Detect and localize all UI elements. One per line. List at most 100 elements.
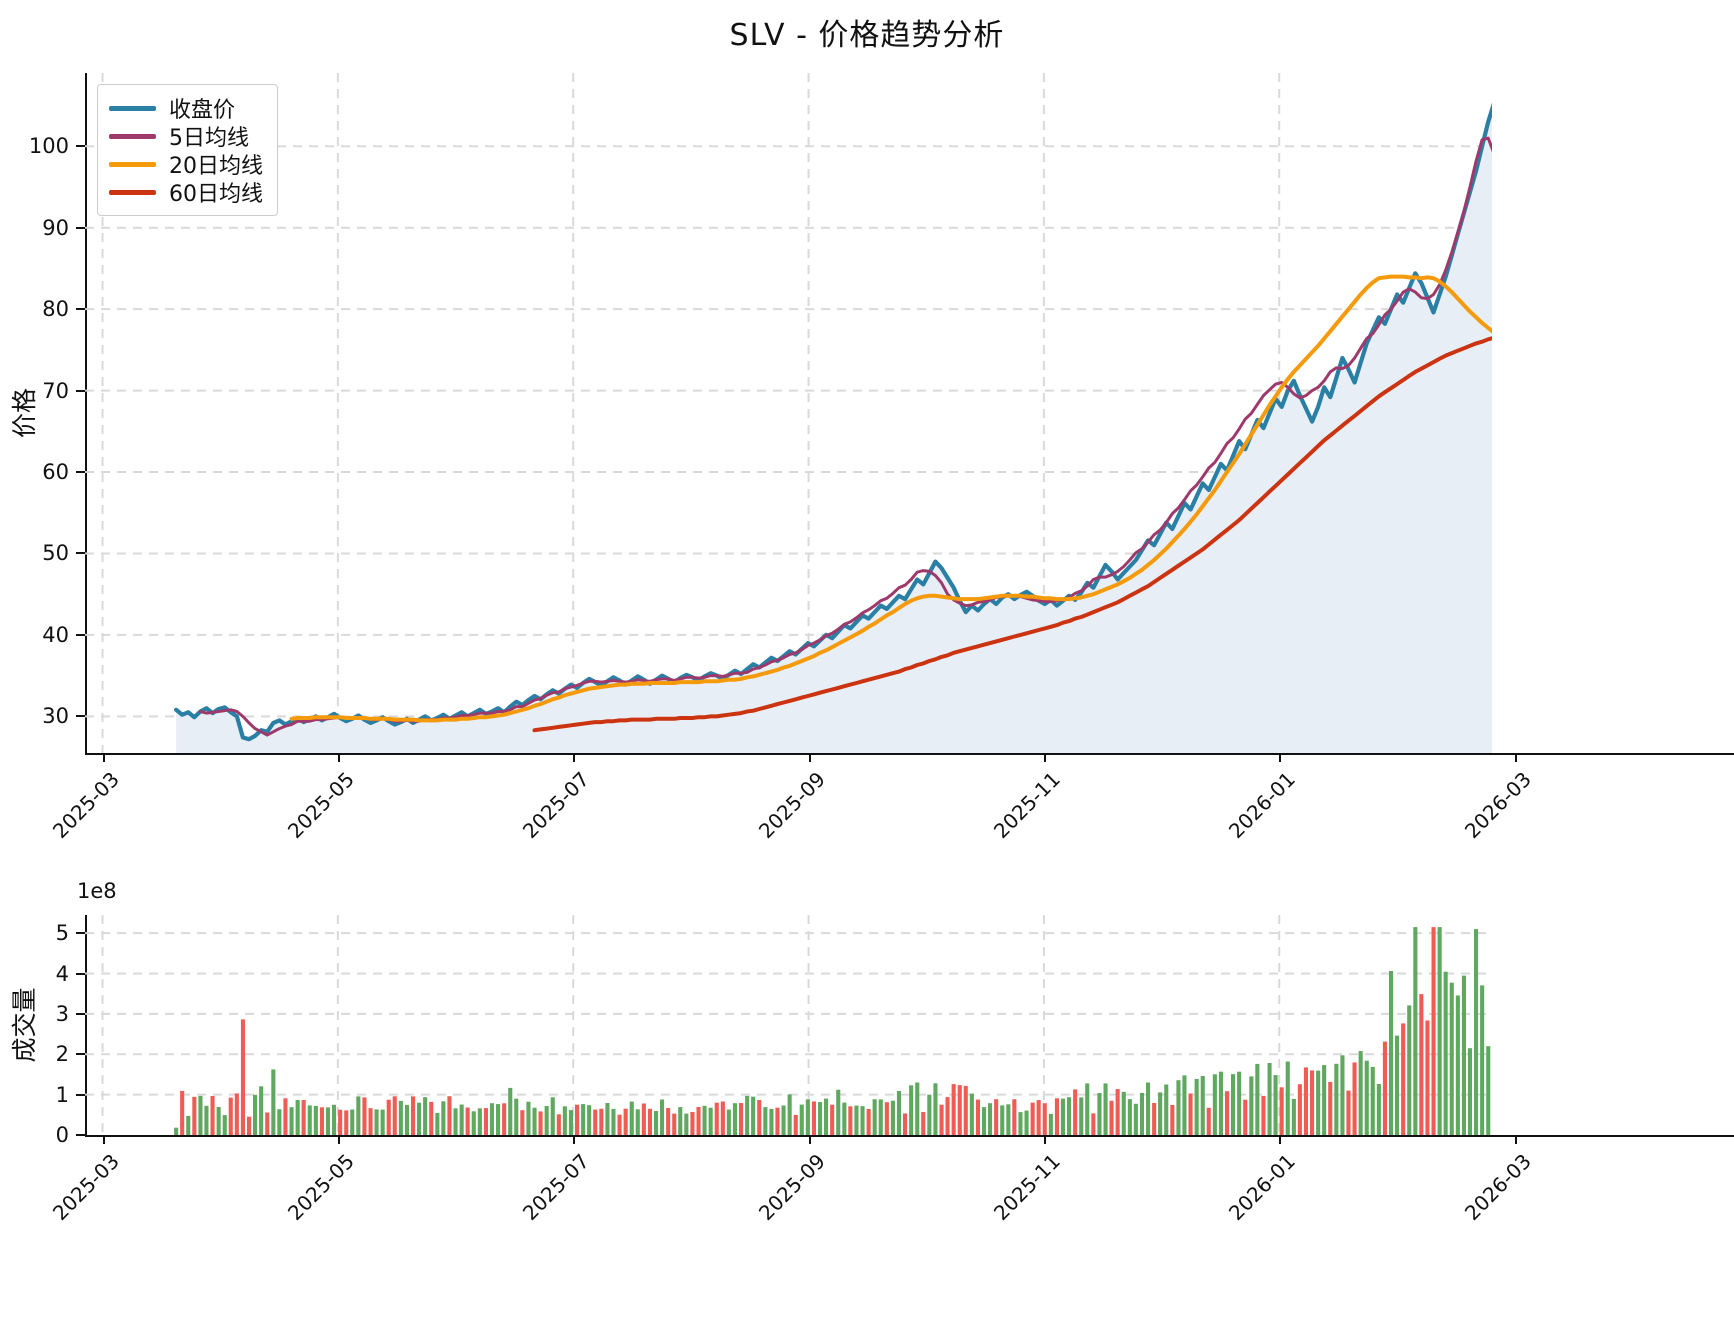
volume-bar xyxy=(550,1097,555,1135)
volume-bar xyxy=(824,1098,829,1135)
legend-item[interactable]: 60日均线 xyxy=(109,178,263,207)
volume-bar xyxy=(647,1108,652,1135)
volume-bar xyxy=(1060,1098,1065,1135)
volume-bar xyxy=(1042,1103,1047,1135)
volume-bar xyxy=(878,1099,883,1135)
volume-bar xyxy=(1431,927,1436,1135)
legend-color-swatch xyxy=(109,161,156,167)
volume-bar xyxy=(975,1099,980,1135)
x-tick-mark xyxy=(337,753,340,762)
volume-bar xyxy=(988,1103,993,1135)
volume-y-tick-mark xyxy=(76,1012,85,1015)
legend-color-swatch xyxy=(109,189,156,195)
volume-bar xyxy=(489,1103,494,1135)
x-tick-label: 2025-09 xyxy=(753,767,830,844)
price-y-tick-label: 90 xyxy=(42,215,69,240)
volume-bar xyxy=(1067,1097,1072,1135)
volume-bar xyxy=(933,1083,938,1135)
volume-bar xyxy=(1109,1100,1114,1135)
volume-bar xyxy=(848,1106,853,1135)
x-tick-mark xyxy=(1043,753,1046,762)
x-tick-mark xyxy=(337,1135,340,1144)
volume-bar xyxy=(459,1104,464,1135)
volume-bar xyxy=(884,1102,889,1135)
volume-bar xyxy=(611,1108,616,1135)
volume-bar xyxy=(1249,1076,1254,1135)
price-y-tick-label: 70 xyxy=(42,378,69,403)
volume-bar xyxy=(253,1094,258,1135)
volume-bar xyxy=(1322,1065,1327,1135)
volume-bar xyxy=(939,1104,944,1135)
x-tick-mark xyxy=(1279,1135,1282,1144)
volume-bar xyxy=(1012,1099,1017,1135)
volume-bar xyxy=(180,1090,185,1135)
volume-bar xyxy=(1382,1041,1387,1135)
price-y-tick-mark xyxy=(76,471,85,474)
volume-bar xyxy=(739,1103,744,1135)
price-axis-bottom-spine xyxy=(85,753,1734,755)
legend-item[interactable]: 5日均线 xyxy=(109,122,263,151)
volume-bar xyxy=(1261,1095,1266,1135)
price-y-tick-mark xyxy=(76,715,85,718)
price-y-tick-mark xyxy=(76,145,85,148)
volume-bar xyxy=(854,1105,859,1135)
volume-bar xyxy=(1158,1092,1163,1135)
volume-bar xyxy=(678,1107,683,1135)
volume-bar xyxy=(921,1112,926,1135)
volume-bar xyxy=(969,1093,974,1135)
volume-bar xyxy=(702,1105,707,1135)
volume-bar xyxy=(1279,1087,1284,1135)
volume-bar xyxy=(325,1107,330,1135)
x-tick-mark xyxy=(808,1135,811,1144)
volume-bar xyxy=(866,1109,871,1135)
volume-bar xyxy=(1285,1061,1290,1135)
volume-bar xyxy=(538,1111,543,1135)
volume-bar xyxy=(666,1108,671,1135)
volume-bar xyxy=(793,1114,798,1135)
volume-bar xyxy=(732,1103,737,1135)
x-tick-mark xyxy=(102,753,105,762)
volume-bar xyxy=(1225,1091,1230,1135)
volume-bar xyxy=(617,1114,622,1135)
volume-bar xyxy=(1316,1070,1321,1135)
volume-bar xyxy=(805,1099,810,1135)
volume-plot-area xyxy=(85,915,1492,1135)
volume-bar xyxy=(1085,1083,1090,1135)
volume-bar xyxy=(1097,1093,1102,1135)
price-chart-axes: 价格 30 40 50 60 70 80 90 100 2025-03 2025-05 2025-… xyxy=(10,73,1734,843)
volume-bar xyxy=(836,1089,841,1135)
volume-bar xyxy=(684,1113,689,1135)
volume-bar xyxy=(1455,995,1460,1135)
volume-bar xyxy=(477,1108,482,1135)
volume-bar xyxy=(1461,975,1466,1135)
volume-bar xyxy=(1182,1075,1187,1135)
price-y-tick-label: 40 xyxy=(42,622,69,647)
legend-item[interactable]: 20日均线 xyxy=(109,150,263,179)
volume-bar xyxy=(265,1112,270,1135)
volume-bar xyxy=(957,1085,962,1135)
volume-bar xyxy=(1152,1103,1157,1135)
volume-bar xyxy=(775,1107,780,1135)
volume-bar xyxy=(587,1105,592,1135)
x-tick-label: 2025-03 xyxy=(47,1149,124,1226)
price-y-tick-label: 100 xyxy=(28,134,69,159)
volume-bar xyxy=(1000,1105,1005,1135)
volume-bar xyxy=(1401,1023,1406,1135)
volume-bar xyxy=(1188,1093,1193,1135)
price-plot-area xyxy=(85,73,1492,753)
volume-bar xyxy=(1303,1067,1308,1135)
volume-bar xyxy=(720,1101,725,1135)
volume-bar xyxy=(842,1102,847,1135)
volume-bar xyxy=(1449,982,1454,1135)
volume-bar xyxy=(1486,1046,1491,1135)
legend-item[interactable]: 收盘价 xyxy=(109,94,263,123)
volume-bar xyxy=(1352,1062,1357,1135)
volume-bar xyxy=(234,1093,239,1135)
x-tick-label: 2026-03 xyxy=(1459,767,1536,844)
volume-bar xyxy=(301,1100,306,1135)
price-y-tick-mark xyxy=(76,552,85,555)
volume-bar xyxy=(890,1100,895,1135)
chart-legend[interactable]: 收盘价 5日均线 20日均线 60日均线 xyxy=(97,84,278,216)
volume-bar xyxy=(423,1097,428,1135)
volume-bar xyxy=(1115,1089,1120,1135)
